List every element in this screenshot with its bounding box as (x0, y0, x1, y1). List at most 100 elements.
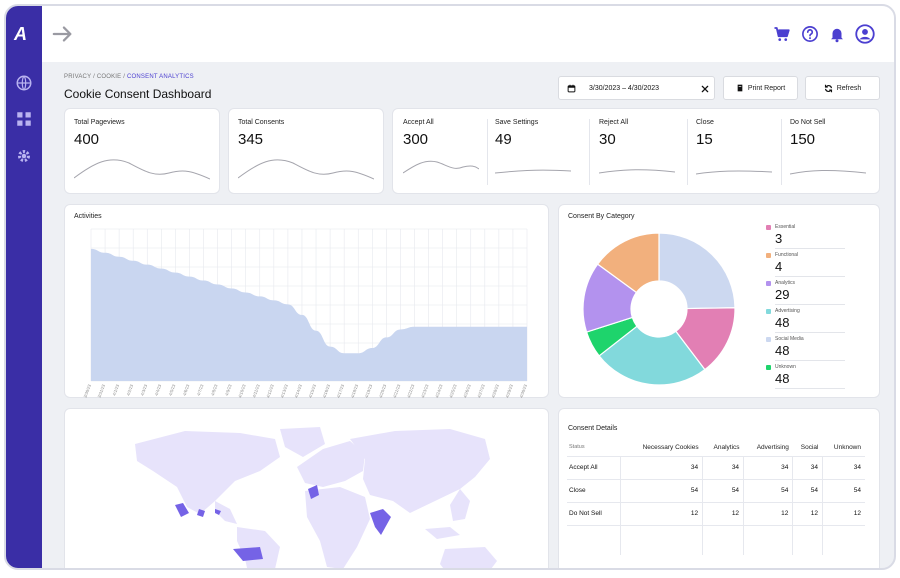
legend-divider (775, 248, 845, 249)
table-cell: 54 (792, 478, 823, 502)
activities-chart: 3/30/23 3/31/23 4/1/23 4/2/23 4/3/23 4/4/23 4/… (82, 228, 528, 398)
x-tick-label: 4/8/23 (210, 383, 219, 396)
stat-value: 345 (238, 131, 264, 148)
arrow-right-icon[interactable] (52, 24, 74, 44)
legend-label: Essential (775, 224, 796, 230)
sparkline (495, 169, 571, 174)
user-avatar-icon[interactable] (855, 24, 875, 44)
calendar-icon (567, 84, 576, 93)
legend-divider (775, 304, 845, 305)
x-tick-label: 3/30/23 (82, 383, 92, 398)
table-cell: 34 (743, 455, 793, 479)
x-tick-label: 4/9/23 (224, 383, 233, 396)
consent-by-category-title: Consent By Category (568, 213, 635, 220)
breadcrumb-active: CONSENT ANALYTICS (126, 74, 194, 80)
legend-value: 29 (775, 287, 790, 302)
x-tick-label: 4/6/23 (182, 383, 191, 396)
x-tick-label: 4/20/23 (378, 383, 388, 398)
close-value: 15 (696, 131, 713, 148)
date-range-value: 3/30/2023 – 4/30/2023 (589, 85, 660, 92)
x-tick-label: 4/7/23 (196, 383, 205, 396)
highlight-brazil (233, 547, 263, 561)
stat-card-consents: Total Consents 345 (228, 108, 384, 194)
table-row: Accept All 34 34 34 34 34 (567, 455, 865, 479)
legend-divider (775, 388, 845, 389)
breadcrumb-cookie[interactable]: COOKIE (96, 74, 122, 80)
x-tick-label: 4/21/23 (392, 383, 402, 398)
globe-icon[interactable] (15, 74, 33, 92)
stat-value: 400 (74, 131, 100, 148)
legend-value: 4 (775, 259, 783, 274)
table-cell: 34 (792, 455, 823, 479)
highlight-caribbean (215, 509, 221, 515)
refresh-button[interactable]: Refresh (805, 76, 880, 100)
breadcrumb-privacy[interactable]: PRIVACY (64, 74, 92, 80)
table-cell: Close (567, 478, 621, 502)
gear-icon[interactable] (15, 147, 33, 165)
stat-card-pageviews: Total Pageviews 400 (64, 108, 220, 194)
save-settings-label: Save Settings (495, 119, 539, 126)
table-row: Close 54 54 54 54 54 (567, 478, 865, 502)
x-tick-label: 4/15/23 (307, 383, 317, 398)
table-row-empty (567, 524, 865, 555)
print-icon (737, 84, 743, 92)
legend-value: 48 (775, 371, 790, 386)
cart-icon[interactable] (773, 25, 791, 43)
consent-actions-card: Accept All 300 Save Settings 49 Reject A… (392, 108, 880, 194)
x-tick-label: 4/24/23 (434, 383, 444, 398)
column-header-necessary: Necessary Cookies (642, 443, 699, 451)
divider (687, 119, 688, 185)
bell-icon[interactable] (828, 25, 846, 43)
app-window: A (4, 4, 896, 570)
legend-swatch (766, 225, 771, 230)
stat-label: Total Pageviews (74, 119, 125, 126)
consent-details-card: Consent Details Status Necessary Cookies… (558, 408, 880, 568)
print-report-button[interactable]: Print Report (723, 76, 798, 100)
sidebar: A (6, 6, 42, 568)
reject-all-label: Reject All (599, 119, 629, 126)
activities-card: Activities 3/30/23 3/31/23 4/1/23 4/2/23 4/3… (64, 204, 549, 398)
accept-all-label: Accept All (403, 119, 434, 126)
help-icon[interactable] (801, 25, 819, 43)
highlight-mexico (175, 503, 189, 517)
legend-swatch (766, 253, 771, 258)
legend-swatch (766, 281, 771, 286)
do-not-sell-label: Do Not Sell (790, 119, 826, 126)
x-tick-label: 4/25/23 (448, 383, 458, 398)
page-title: Cookie Consent Dashboard (64, 87, 212, 101)
grid-icon[interactable] (15, 110, 33, 128)
legend-value: 3 (775, 231, 783, 246)
x-tick-label: 4/11/23 (251, 383, 261, 398)
date-range-picker[interactable]: 3/30/2023 – 4/30/2023 (558, 76, 715, 100)
close-icon[interactable] (701, 85, 709, 93)
do-not-sell-value: 150 (790, 131, 816, 148)
x-tick-label: 4/1/23 (111, 383, 120, 396)
legend-value: 48 (775, 343, 790, 358)
highlight-germany (308, 485, 319, 499)
x-tick-label: 4/17/23 (336, 383, 346, 398)
refresh-label: Refresh (836, 84, 862, 92)
table-cell: 12 (743, 501, 793, 525)
app-logo[interactable]: A (14, 24, 27, 44)
table-cell: 12 (620, 501, 703, 525)
x-tick-label: 4/19/23 (364, 383, 374, 398)
sparkline (599, 169, 675, 174)
accept-all-value: 300 (403, 131, 429, 148)
sparkline (238, 159, 374, 180)
x-tick-label: 4/26/23 (462, 383, 472, 398)
column-header-social: Social (800, 443, 819, 451)
table-cell: 12 (822, 501, 865, 525)
legend-swatch (766, 337, 771, 342)
activities-title: Activities (74, 213, 102, 220)
legend-divider (775, 276, 845, 277)
sparkline (403, 160, 479, 174)
x-tick-label: 4/12/23 (265, 383, 275, 398)
consent-details-table: Status Necessary Cookies Analytics Adver… (567, 439, 865, 555)
x-tick-label: 4/14/23 (293, 383, 303, 398)
table-cell: 54 (743, 478, 793, 502)
sparkline (790, 169, 866, 175)
x-tick-label: 4/3/23 (140, 383, 149, 396)
x-tick-label: 4/16/23 (322, 383, 332, 398)
legend-swatch (766, 309, 771, 314)
legend-label: Advertising (775, 308, 800, 314)
